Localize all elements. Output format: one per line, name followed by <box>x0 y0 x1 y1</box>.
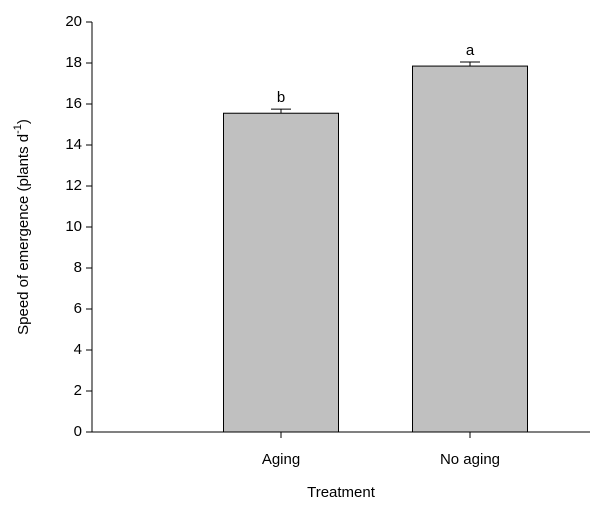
y-tick-label: 10 <box>65 218 82 235</box>
y-tick-label: 16 <box>65 95 82 112</box>
y-axis-label: Speed of emergence (plants d-1) <box>12 119 32 335</box>
y-tick-label: 14 <box>65 136 82 153</box>
y-tick-label: 4 <box>74 341 82 358</box>
bar <box>223 112 339 433</box>
y-tick-label: 20 <box>65 13 82 30</box>
y-axis-label-end: ) <box>15 119 32 124</box>
x-tick-label: Aging <box>262 451 300 468</box>
y-tick-label: 0 <box>74 423 82 440</box>
y-tick-label: 2 <box>74 382 82 399</box>
y-tick-label: 8 <box>74 259 82 276</box>
annotation: b <box>277 89 285 106</box>
y-tick-label: 6 <box>74 300 82 317</box>
bar <box>412 65 528 433</box>
x-axis-label: Treatment <box>307 484 376 501</box>
y-axis-label-sup: -1 <box>12 124 24 134</box>
y-tick-label: 18 <box>65 54 82 71</box>
y-tick-label: 12 <box>65 177 82 194</box>
y-axis-label-text: Speed of emergence (plants d <box>15 134 32 335</box>
annotation: a <box>466 42 475 59</box>
x-tick-label: No aging <box>440 451 500 468</box>
